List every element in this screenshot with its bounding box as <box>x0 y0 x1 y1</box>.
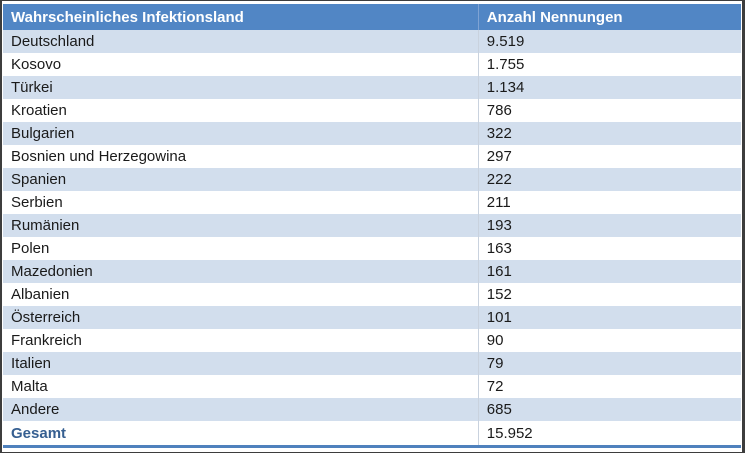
country-cell: Spanien <box>3 168 479 191</box>
table-row: Mazedonien 161 <box>3 260 741 283</box>
count-cell: 211 <box>477 191 741 214</box>
table-row: Türkei 1.134 <box>3 76 741 99</box>
table-header: Wahrscheinliches Infektionsland Anzahl N… <box>3 4 741 30</box>
count-cell: 163 <box>477 237 741 260</box>
country-cell: Rumänien <box>3 214 479 237</box>
table-row: Italien 79 <box>3 352 741 375</box>
count-cell: 297 <box>477 145 741 168</box>
table-row: Malta 72 <box>3 375 741 398</box>
country-cell: Mazedonien <box>3 260 479 283</box>
country-cell: Deutschland <box>3 30 479 53</box>
count-cell: 9.519 <box>477 30 741 53</box>
table-row: Österreich 101 <box>3 306 741 329</box>
total-row-count: 15.952 <box>477 421 741 448</box>
table-row: Spanien 222 <box>3 168 741 191</box>
country-cell: Türkei <box>3 76 479 99</box>
country-cell: Albanien <box>3 283 479 306</box>
header-row: Wahrscheinliches Infektionsland Anzahl N… <box>3 4 741 30</box>
table-footer: Gesamt 15.952 <box>3 421 741 448</box>
count-cell: 101 <box>477 306 741 329</box>
country-cell: Serbien <box>3 191 479 214</box>
table-row: Bulgarien 322 <box>3 122 741 145</box>
total-row-label: Gesamt <box>3 421 479 448</box>
count-cell: 161 <box>477 260 741 283</box>
count-cell: 786 <box>477 99 741 122</box>
infection-country-table: Wahrscheinliches Infektionsland Anzahl N… <box>3 4 741 448</box>
table-row: Rumänien 193 <box>3 214 741 237</box>
table-row: Deutschland 9.519 <box>3 30 741 53</box>
count-cell: 152 <box>477 283 741 306</box>
count-cell: 322 <box>477 122 741 145</box>
count-cell: 685 <box>477 398 741 421</box>
column-header-count: Anzahl Nennungen <box>477 4 741 30</box>
table-row: Kosovo 1.755 <box>3 53 741 76</box>
country-cell: Italien <box>3 352 479 375</box>
table-row: Polen 163 <box>3 237 741 260</box>
country-cell: Kosovo <box>3 53 479 76</box>
table-row: Andere 685 <box>3 398 741 421</box>
country-cell: Kroatien <box>3 99 479 122</box>
count-cell: 79 <box>477 352 741 375</box>
country-cell: Andere <box>3 398 479 421</box>
country-cell: Bulgarien <box>3 122 479 145</box>
count-cell: 1.134 <box>477 76 741 99</box>
table-row: Albanien 152 <box>3 283 741 306</box>
country-cell: Bosnien und Herzegowina <box>3 145 479 168</box>
table-row: Kroatien 786 <box>3 99 741 122</box>
table-row: Bosnien und Herzegowina 297 <box>3 145 741 168</box>
count-cell: 222 <box>477 168 741 191</box>
table-row: Frankreich 90 <box>3 329 741 352</box>
column-header-country: Wahrscheinliches Infektionsland <box>3 4 479 30</box>
table-body: Deutschland 9.519 Kosovo 1.755 Türkei 1.134 Kr… <box>3 30 741 421</box>
country-cell: Frankreich <box>3 329 479 352</box>
country-cell: Malta <box>3 375 479 398</box>
count-cell: 90 <box>477 329 741 352</box>
country-cell: Polen <box>3 237 479 260</box>
total-row: Gesamt 15.952 <box>3 421 741 448</box>
table-row: Serbien 211 <box>3 191 741 214</box>
country-cell: Österreich <box>3 306 479 329</box>
count-cell: 193 <box>477 214 741 237</box>
count-cell: 1.755 <box>477 53 741 76</box>
count-cell: 72 <box>477 375 741 398</box>
